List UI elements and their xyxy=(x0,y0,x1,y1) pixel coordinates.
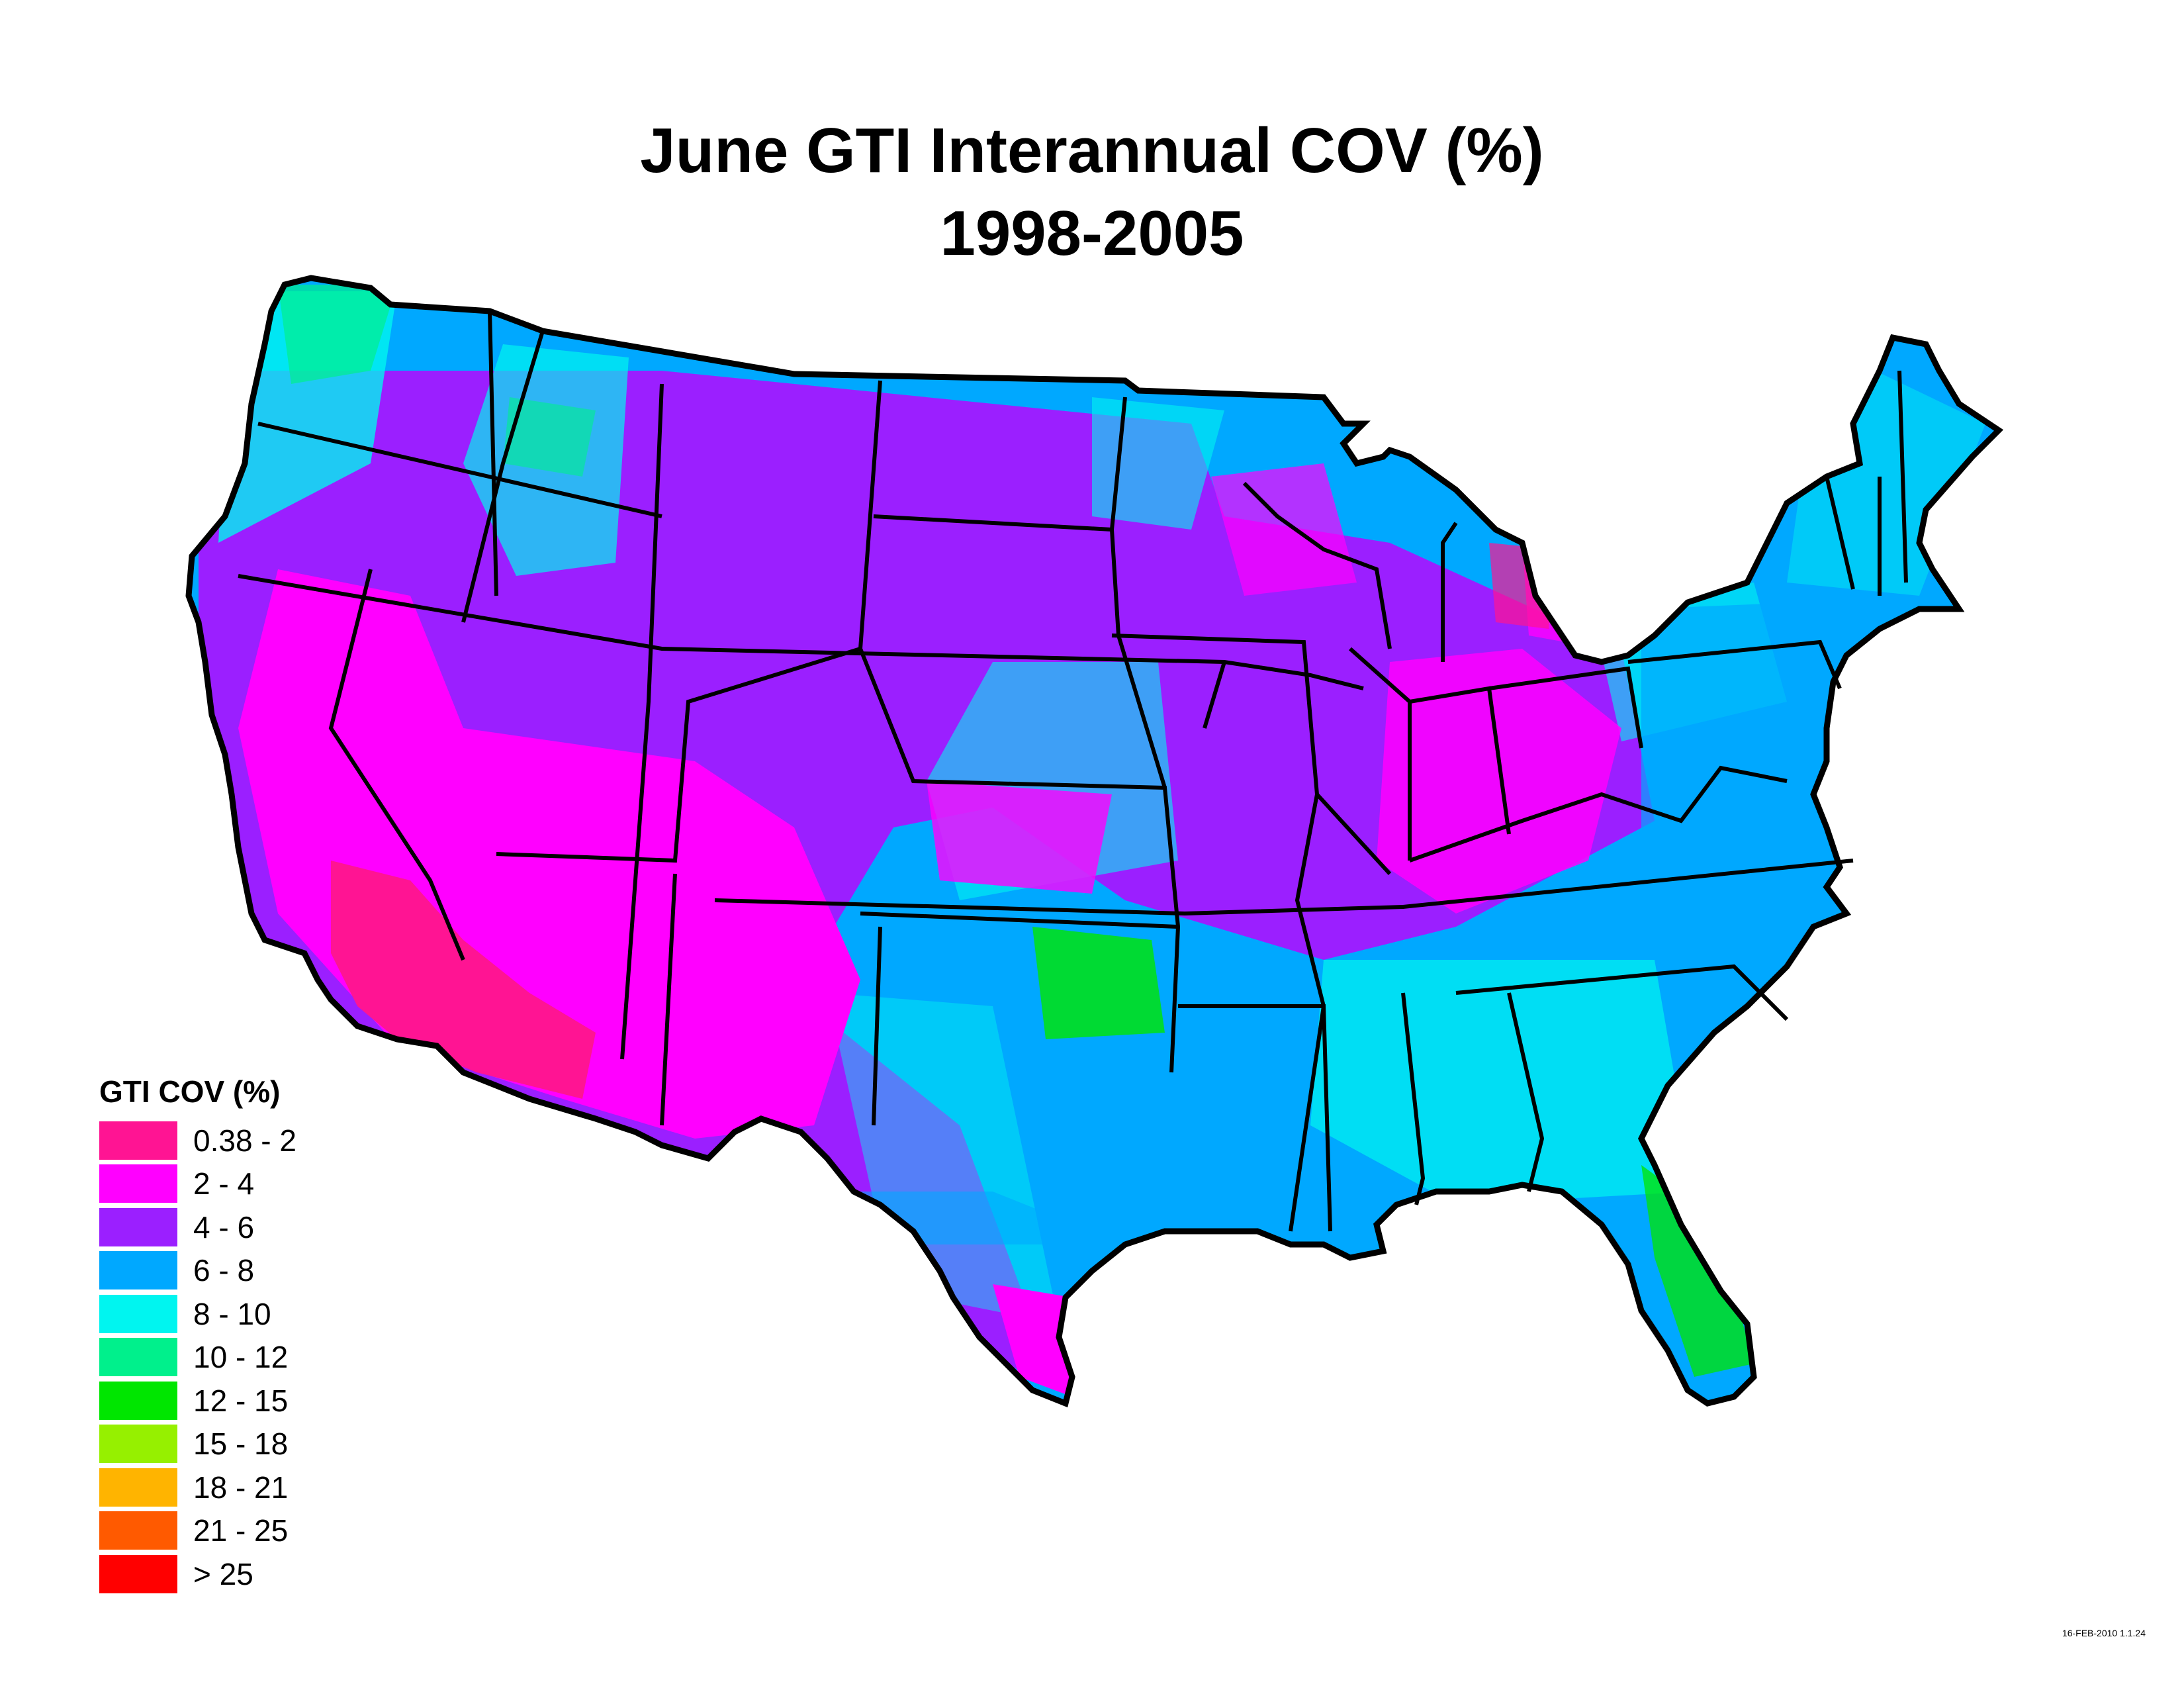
legend-item: > 25 xyxy=(99,1552,296,1596)
legend-swatch xyxy=(99,1425,177,1464)
legend-item: 21 - 25 xyxy=(99,1509,296,1553)
legend-label: 10 - 12 xyxy=(193,1340,289,1375)
cov-raster xyxy=(189,278,1999,1403)
legend-label: 0.38 - 2 xyxy=(193,1123,296,1158)
legend-swatch xyxy=(99,1207,177,1246)
legend-label: 6 - 8 xyxy=(193,1253,255,1288)
legend-swatch xyxy=(99,1294,177,1333)
legend-item: 0.38 - 2 xyxy=(99,1119,296,1162)
legend-label: > 25 xyxy=(193,1556,253,1591)
legend-label: 15 - 18 xyxy=(193,1427,289,1462)
map-subtitle: 1998-2005 xyxy=(940,198,1244,269)
legend-swatch xyxy=(99,1251,177,1290)
legend-item: 15 - 18 xyxy=(99,1423,296,1466)
legend-item: 6 - 8 xyxy=(99,1249,296,1293)
legend-label: 12 - 15 xyxy=(193,1383,289,1418)
legend-label: 4 - 6 xyxy=(193,1209,255,1244)
legend-items: 0.38 - 2 2 - 4 4 - 6 6 - 8 8 - 10 10 - 12 12 -… xyxy=(99,1119,296,1596)
legend-label: 8 - 10 xyxy=(193,1296,271,1331)
legend-swatch xyxy=(99,1121,177,1160)
legend-item: 8 - 10 xyxy=(99,1292,296,1336)
timestamp: 16-FEB-2010 1.1.24 xyxy=(2062,1628,2146,1638)
legend-swatch xyxy=(99,1554,177,1593)
legend-swatch xyxy=(99,1164,177,1203)
state-borders xyxy=(238,310,1908,1232)
legend-swatch xyxy=(99,1381,177,1420)
legend-item: 12 - 15 xyxy=(99,1379,296,1423)
legend-swatch xyxy=(99,1468,177,1507)
legend-swatch xyxy=(99,1511,177,1550)
legend-item: 10 - 12 xyxy=(99,1336,296,1380)
legend: GTI COV (%) 0.38 - 2 2 - 4 4 - 6 6 - 8 8 - 1… xyxy=(99,1074,296,1596)
legend-swatch xyxy=(99,1338,177,1377)
legend-label: 18 - 21 xyxy=(193,1470,289,1505)
legend-label: 2 - 4 xyxy=(193,1166,255,1201)
legend-item: 2 - 4 xyxy=(99,1162,296,1206)
legend-item: 18 - 21 xyxy=(99,1466,296,1509)
legend-title: GTI COV (%) xyxy=(99,1074,281,1109)
legend-item: 4 - 6 xyxy=(99,1205,296,1249)
map-title: June GTI Interannual COV (%) xyxy=(640,115,1544,186)
legend-label: 21 - 25 xyxy=(193,1513,289,1548)
